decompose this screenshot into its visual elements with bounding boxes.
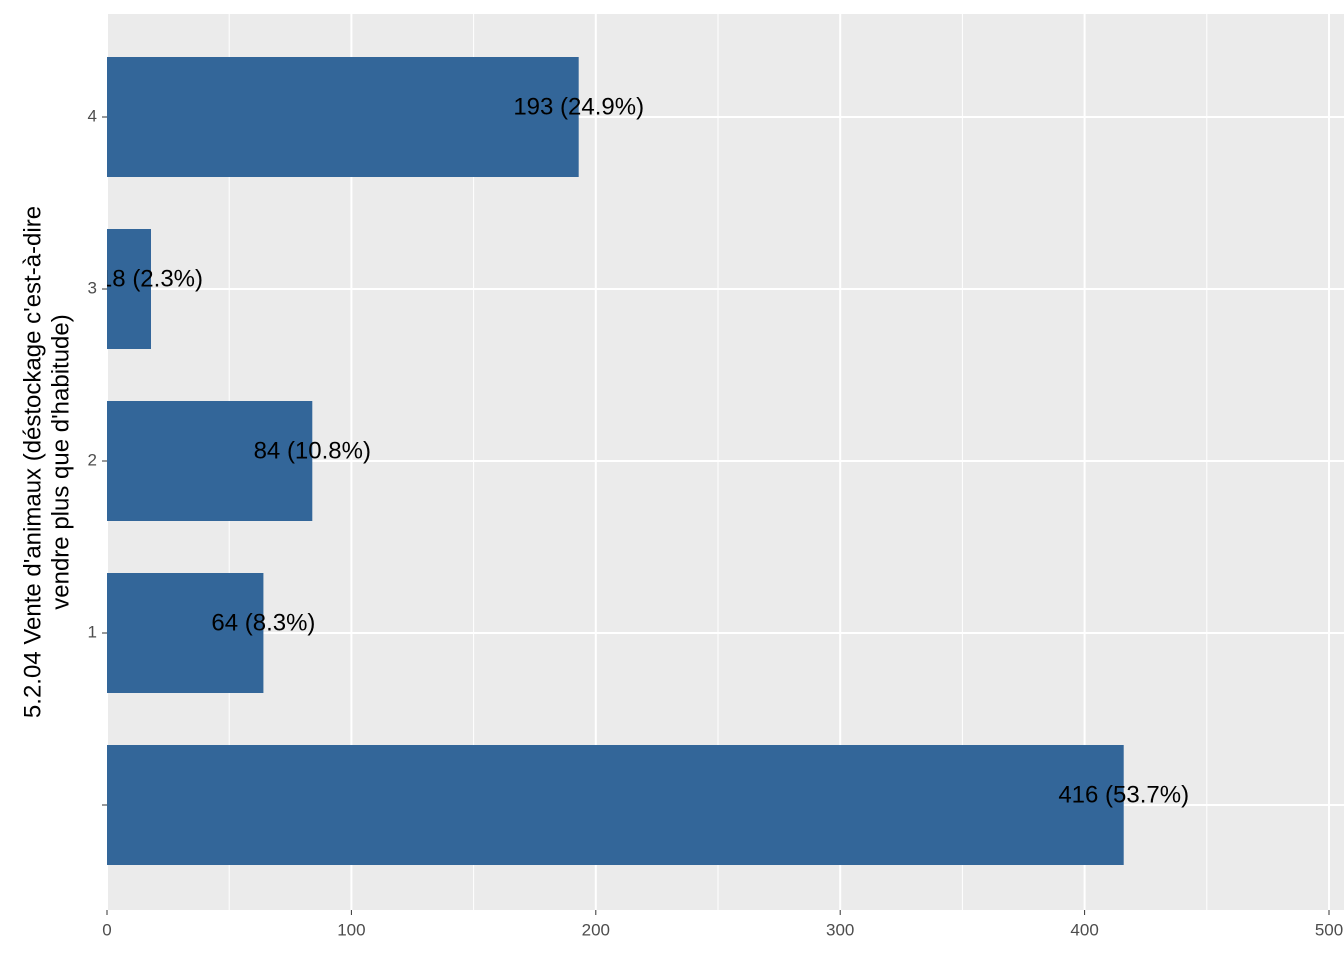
bars: 416 (53.7%) 64 (8.3%) 84 (10.8%) 18 (2.3%) 1…: [99, 57, 1189, 865]
x-tick-label: 500: [1315, 920, 1343, 939]
x-tick-label: 300: [826, 920, 854, 939]
value-label: 193 (24.9%): [513, 93, 644, 120]
x-tick-label: 100: [337, 920, 365, 939]
bar: [107, 745, 1124, 865]
bar: [107, 229, 151, 349]
y-axis-title-line: vendre plus que d'habitude): [47, 314, 74, 609]
bar: [107, 573, 264, 693]
x-tick-label: 200: [582, 920, 610, 939]
value-label: 84 (10.8%): [254, 437, 371, 464]
y-tick-label: 3: [88, 278, 97, 297]
bar: [107, 57, 579, 177]
y-tick-label: 4: [88, 106, 97, 125]
value-label: 18 (2.3%): [99, 265, 203, 292]
x-tick-label: 0: [102, 920, 111, 939]
x-tick-label: 400: [1070, 920, 1098, 939]
y-tick-label: 1: [88, 622, 97, 641]
value-label: 64 (8.3%): [211, 609, 315, 636]
y-axis-title: 5.2.04 Vente d'animaux (déstockage c'est…: [19, 206, 74, 718]
value-label: 416 (53.7%): [1058, 781, 1189, 808]
bar: [107, 401, 313, 521]
y-axis-title-line: 5.2.04 Vente d'animaux (déstockage c'est…: [19, 206, 46, 718]
y-tick-label: 2: [88, 450, 97, 469]
